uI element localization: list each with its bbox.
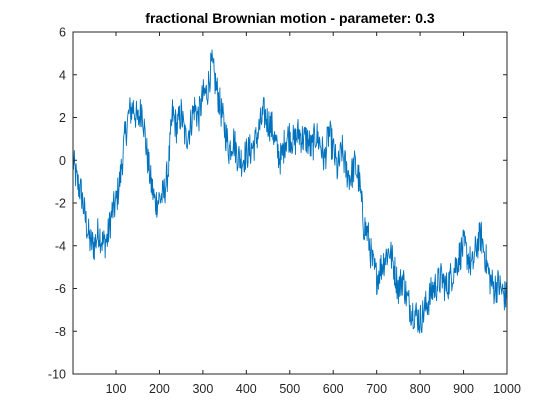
x-tick-label: 800 <box>410 382 431 396</box>
y-tick-label: -6 <box>55 282 66 296</box>
plot-area <box>73 32 507 374</box>
x-tick-label: 200 <box>149 382 170 396</box>
chart-title: fractional Brownian motion - parameter: … <box>145 10 435 26</box>
series-line <box>72 49 508 334</box>
x-tick-label: 600 <box>323 382 344 396</box>
x-tick-label: 300 <box>192 382 213 396</box>
y-tick-label: -2 <box>55 197 66 211</box>
x-tick-label: 700 <box>366 382 387 396</box>
x-tick-label: 400 <box>236 382 257 396</box>
y-tick-label: 2 <box>59 111 66 125</box>
y-tick-label: 6 <box>59 26 66 40</box>
y-tick-label: 0 <box>59 154 66 168</box>
y-tick-label: -8 <box>55 325 66 339</box>
x-tick-label: 900 <box>453 382 474 396</box>
y-tick-label: -10 <box>48 368 66 382</box>
y-tick-label: -4 <box>55 239 66 253</box>
y-tick-label: 4 <box>59 68 66 82</box>
x-tick-label: 100 <box>106 382 127 396</box>
x-tick-label: 500 <box>279 382 300 396</box>
x-tick-label: 1000 <box>493 382 521 396</box>
